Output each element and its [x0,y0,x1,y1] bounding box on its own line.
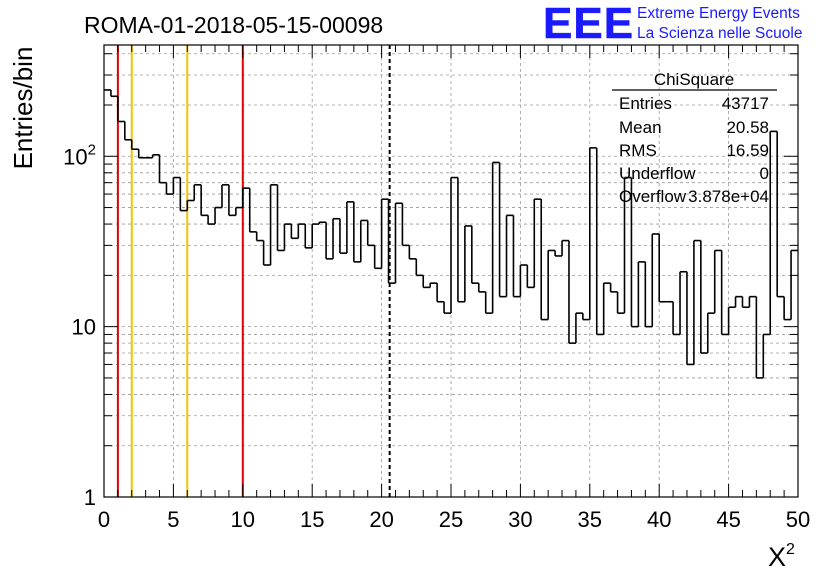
y-axis-label: Entries/bin [8,47,38,170]
marker-lines [116,45,391,497]
stats-value-entries: 43717 [722,94,769,113]
eee-logo-icon: EEE [543,0,634,48]
stats-label-overflow: Overflow [619,187,687,206]
x-tick-labels: 0 5 10 15 20 25 30 35 40 45 50 [98,507,810,532]
x-tick-label: 45 [716,507,740,532]
histogram-series [104,89,798,379]
x-tick-label: 15 [300,507,324,532]
x-tick-label: 30 [508,507,532,532]
y-tick-label: 1 [84,485,96,510]
stats-label-mean: Mean [619,118,662,137]
x-axis-label-base: X [768,542,786,572]
x-tick-label: 40 [647,507,671,532]
logo-subtitle-1: Extreme Energy Events [637,5,800,22]
stats-label-underflow: Underflow [619,164,696,183]
stats-label-entries: Entries [619,94,672,113]
stats-value-rms: 16.59 [726,141,769,160]
x-tick-label: 20 [369,507,393,532]
x-tick-label: 0 [98,507,110,532]
stats-title: ChiSquare [654,70,734,89]
x-axis-label-sup: 2 [786,541,795,558]
x-tick-label: 50 [786,507,810,532]
x-tick-label: 35 [578,507,602,532]
x-tick-label: 5 [167,507,179,532]
y-tick-label: 102 [63,141,96,169]
x-axis-label: X2 [768,541,795,572]
y-tick-label: 10 [72,315,96,340]
run-title: ROMA-01-2018-05-15-00098 [84,12,383,38]
y-tick-label-base: 10 [63,144,87,169]
x-tick-label: 25 [439,507,463,532]
stats-value-overflow: 3.878e+04 [688,187,769,206]
axis-ticks [103,45,799,498]
stats-value-mean: 20.58 [726,118,769,137]
stats-label-rms: RMS [619,141,657,160]
stats-box: ChiSquare Entries 43717 Mean 20.58 RMS 1… [612,70,777,206]
y-tick-label-exp: 2 [88,141,96,158]
logo-subtitle-2: La Scienza nelle Scuole [637,25,802,42]
stats-value-underflow: 0 [760,164,769,183]
x-tick-label: 10 [231,507,255,532]
